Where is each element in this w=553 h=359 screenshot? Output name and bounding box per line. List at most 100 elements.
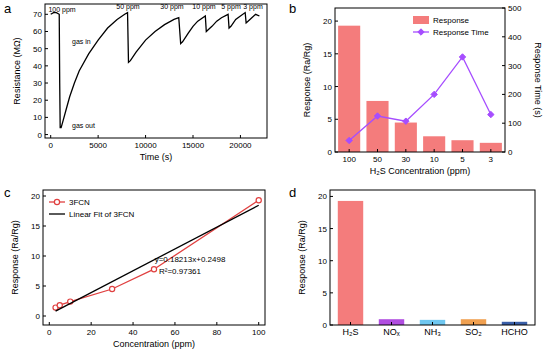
x-tick: [193, 135, 194, 138]
y2-tick-label: 100: [508, 119, 522, 128]
line: [51, 13, 260, 128]
frame: [45, 4, 267, 138]
line: [56, 200, 259, 307]
y-tick-label: 15: [31, 222, 40, 231]
x-tick-label: SO₂: [465, 327, 482, 337]
y-tick-label: 40: [33, 62, 42, 71]
marker: [374, 113, 380, 119]
x-tick: [514, 322, 515, 325]
x-tick-label: 30: [401, 155, 410, 164]
y-tick: [45, 100, 48, 101]
x-tick: [98, 135, 99, 138]
figure: a01020304050607005000100001500020000Time…: [0, 0, 553, 359]
y2-tick-label: 200: [508, 90, 522, 99]
y-tick-label: 10: [31, 252, 40, 261]
data-area: [53, 198, 261, 312]
y2-tick: [502, 65, 505, 66]
y-tick-label: 20: [318, 192, 327, 201]
annotation: 30 ppm: [160, 3, 184, 11]
y-axis-label: Response (Ra/Rg): [302, 43, 312, 118]
y2-tick: [502, 152, 505, 153]
x-tick-label: H₂S: [343, 327, 359, 337]
x-tick-label: 80: [212, 328, 221, 337]
legend-swatch: [413, 16, 429, 24]
bar: [423, 136, 445, 152]
legend-label: 3FCN: [69, 198, 90, 207]
y-tick-label: 70: [33, 10, 42, 19]
marker: [431, 91, 437, 97]
panel-2: c05101520020406080100Concentration (ppm)…: [4, 185, 266, 349]
x-tick-label: 5: [460, 155, 465, 164]
y-tick: [43, 226, 46, 227]
x-tick-label: 100: [252, 328, 266, 337]
x-axis-label: H₂S Concentration (ppm): [370, 166, 471, 176]
data-area: [338, 26, 502, 152]
y-tick: [335, 53, 338, 54]
legend: 3FCN Linear Fit of 3FCN: [49, 198, 135, 219]
annotation: gas out: [72, 122, 95, 130]
annotation: 5 ppm: [221, 3, 241, 11]
bar: [451, 140, 473, 152]
x-tick: [432, 322, 433, 325]
frame: [335, 8, 505, 152]
y-tick: [330, 292, 333, 293]
frame: [330, 190, 535, 325]
x-tick: [258, 322, 259, 325]
x-tick-label: 10: [430, 155, 439, 164]
line: [349, 57, 491, 141]
annotation: 3 ppm: [243, 3, 263, 11]
x-tick-label: 100: [342, 155, 356, 164]
y2-tick-label: 300: [508, 62, 522, 71]
y-tick-label: 5: [328, 115, 333, 124]
y-axis-label: Response (Ra/Rg): [10, 220, 20, 295]
marker: [256, 198, 261, 203]
y2-tick: [502, 8, 505, 9]
y-tick: [330, 196, 333, 197]
x-tick: [216, 322, 217, 325]
y-tick-label: 50: [33, 45, 42, 54]
legend-swatch: [49, 213, 65, 214]
x-tick-label: 0: [48, 141, 53, 150]
x-tick-label: 60: [170, 328, 179, 337]
bar: [480, 143, 502, 152]
y-axis-label: Response (Ra/Rg): [297, 220, 307, 295]
y-tick-label: 10: [33, 113, 42, 122]
x-tick: [349, 149, 350, 152]
x-tick: [391, 322, 392, 325]
marker: [57, 303, 62, 308]
panel-1: b05101520010020030040050010050301053H₂S …: [289, 1, 543, 176]
x-tick: [490, 149, 491, 152]
y-tick-label: 0: [323, 321, 328, 330]
legend: ResponseResponse Time: [413, 16, 489, 37]
y-tick-label: 0: [38, 131, 43, 140]
y-tick-label: 0: [36, 312, 41, 321]
panel-letter: a: [4, 1, 12, 16]
y-tick-label: 5: [323, 289, 328, 298]
y-tick-label: 10: [323, 83, 332, 92]
x-tick: [133, 322, 134, 325]
annotation: gas in: [72, 38, 91, 46]
marker: [403, 118, 409, 124]
x-tick: [405, 149, 406, 152]
panel-3: d05101520H₂SNOₓNH₃SO₂HCHOResponse (Ra/Rg…: [289, 185, 535, 337]
marker: [346, 137, 352, 143]
x-tick-label: 0: [47, 328, 52, 337]
x-tick-label: 10000: [134, 141, 157, 150]
data-area: [51, 13, 260, 128]
marker: [488, 111, 494, 117]
y-tick-label: 20: [323, 17, 332, 26]
y-tick-label: 0: [328, 148, 333, 157]
x-tick: [240, 135, 241, 138]
legend-label: Linear Fit of 3FCN: [69, 210, 135, 219]
x-tick: [145, 135, 146, 138]
bar: [395, 123, 417, 152]
x-tick: [91, 322, 92, 325]
x-tick: [473, 322, 474, 325]
y-tick: [330, 260, 333, 261]
x-tick-label: 15000: [182, 141, 205, 150]
y-tick: [45, 83, 48, 84]
bar: [420, 320, 445, 325]
y2-tick: [502, 94, 505, 95]
y-tick-label: 20: [31, 192, 40, 201]
x-tick: [350, 322, 351, 325]
